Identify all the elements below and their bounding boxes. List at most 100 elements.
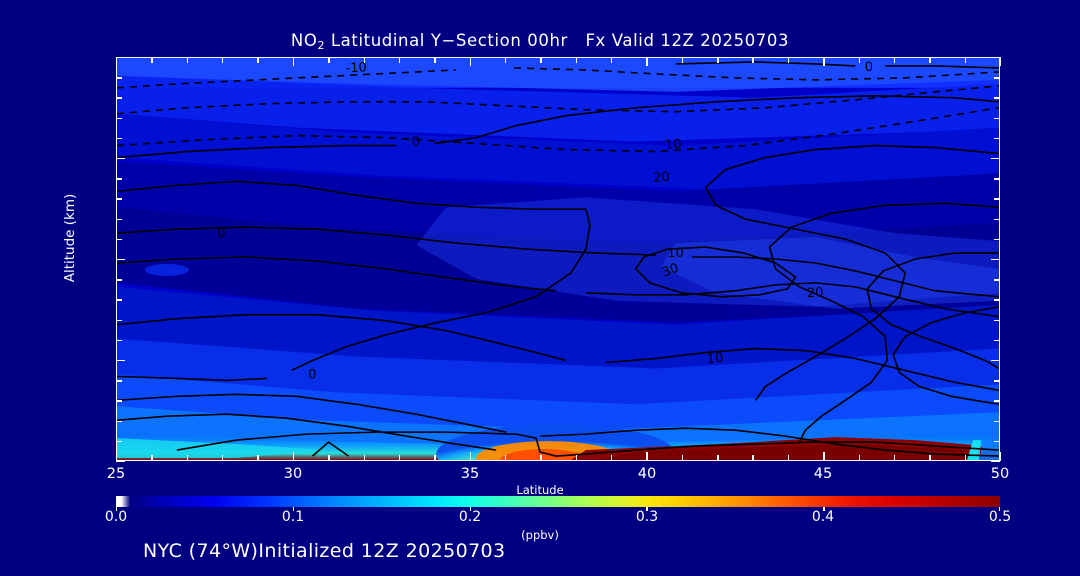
tick-mark (116, 218, 122, 220)
tick-mark (994, 117, 1000, 119)
contour-plot: -10 0 0 0 0 10 10 10 20 20 30 10 (117, 58, 999, 460)
xtick-label: 45 (813, 466, 833, 482)
figure-caption: NYC (74°W)Initialized 12Z 20250703 (143, 540, 506, 562)
tick-mark (363, 57, 365, 63)
tick-mark (186, 57, 189, 63)
tick-mark (116, 339, 122, 342)
tick-mark (994, 238, 1000, 241)
svg-text:0: 0 (864, 60, 873, 76)
tick-mark (991, 259, 1000, 261)
tick-mark (991, 360, 1000, 362)
tick-mark (787, 455, 790, 461)
colorbar-unit-label: (ppbv) (521, 528, 559, 542)
tick-mark (1000, 57, 1002, 66)
tick-mark (994, 339, 1000, 342)
tick-mark (257, 455, 259, 461)
svg-text:10: 10 (665, 137, 682, 153)
xtick-label: 30 (283, 466, 303, 482)
tick-mark (292, 57, 295, 66)
tick-mark (991, 461, 1000, 463)
tick-mark (504, 57, 507, 63)
plot-area[interactable]: -10 0 0 0 0 10 10 10 20 20 30 10 (116, 57, 1000, 461)
tick-mark (328, 57, 330, 63)
tick-mark (823, 452, 825, 461)
tick-mark (575, 57, 578, 63)
colorbar-tick: 0.0 (104, 509, 128, 525)
tick-mark (116, 440, 122, 443)
colorbar-tick: 0.1 (281, 509, 305, 525)
tick-mark (611, 455, 613, 461)
tick-mark (116, 57, 125, 59)
tick-mark (752, 455, 754, 461)
tick-mark (994, 380, 1000, 382)
tick-mark (116, 420, 122, 422)
tick-mark (994, 440, 1000, 443)
xtick-label: 25 (106, 466, 126, 482)
tick-mark (717, 455, 719, 461)
tick-mark (994, 137, 1000, 140)
tick-mark (398, 57, 401, 63)
page-title: NO2 Latitudinal Y−Section 00hr Fx Valid … (0, 31, 1080, 52)
tick-mark (116, 360, 125, 362)
contour-labels: -10 0 0 0 0 10 10 10 20 20 30 10 (217, 60, 874, 383)
tick-mark (151, 57, 153, 63)
tick-mark (994, 218, 1000, 220)
tick-mark (646, 57, 648, 66)
xtick-label: 50 (990, 466, 1010, 482)
tick-mark (646, 507, 648, 511)
tick-mark (540, 57, 542, 63)
tick-mark (994, 299, 1000, 301)
tick-mark (991, 158, 1000, 160)
tick-mark (717, 57, 719, 63)
xtick-label: 35 (460, 466, 480, 482)
tick-mark (116, 77, 122, 79)
tick-mark (116, 198, 122, 200)
tick-mark (116, 452, 118, 461)
tick-mark (823, 507, 825, 511)
tick-mark (964, 57, 967, 63)
tick-mark (681, 57, 684, 63)
tick-mark (893, 57, 896, 63)
tick-mark (116, 461, 125, 463)
tick-mark (994, 97, 1000, 99)
tick-mark (292, 507, 295, 511)
tick-mark (611, 57, 613, 63)
tick-mark (116, 137, 122, 140)
tick-mark (929, 57, 931, 63)
svg-text:0: 0 (308, 367, 317, 382)
tick-mark (186, 455, 189, 461)
tick-mark (994, 198, 1000, 200)
colorbar-tick: 0.3 (635, 509, 659, 525)
tick-mark (646, 452, 648, 461)
svg-text:10: 10 (667, 246, 684, 262)
svg-text:20: 20 (653, 170, 670, 186)
tick-mark (994, 279, 1000, 281)
contour-lines (117, 61, 999, 457)
tick-mark (116, 158, 125, 160)
tick-mark (434, 455, 436, 461)
svg-text:0: 0 (217, 226, 226, 241)
tick-mark (116, 57, 118, 66)
tick-mark (1000, 452, 1002, 461)
field-svg: -10 0 0 0 0 10 10 10 20 20 30 10 (117, 58, 999, 460)
tick-mark (994, 77, 1000, 79)
svg-text:10: 10 (706, 351, 724, 368)
tick-mark (116, 507, 118, 511)
y-axis-label: Altitude (km) (62, 193, 78, 283)
tick-mark (469, 57, 471, 66)
tick-mark (434, 57, 436, 63)
svg-text:-10: -10 (345, 60, 367, 76)
svg-text:20: 20 (807, 285, 824, 301)
tick-mark (116, 178, 122, 180)
tick-mark (994, 400, 1000, 402)
tick-mark (929, 455, 931, 461)
tick-mark (116, 400, 122, 402)
tick-mark (964, 455, 967, 461)
tick-mark (363, 455, 365, 461)
colorbar-tick: 0.2 (458, 509, 482, 525)
svg-text:0: 0 (411, 134, 421, 150)
tick-mark (222, 57, 224, 63)
tick-mark (469, 507, 471, 511)
tick-mark (116, 117, 122, 119)
tick-mark (540, 455, 542, 461)
